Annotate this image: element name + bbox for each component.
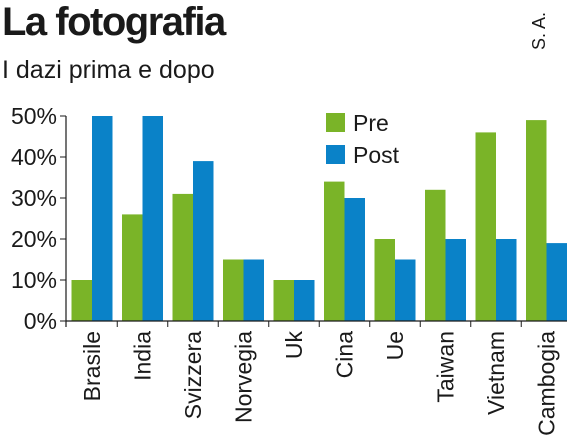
bar-pre-india: [122, 214, 143, 321]
x-tick-label: Norvegia: [231, 331, 257, 423]
legend-swatch-post: [326, 145, 345, 164]
bar-post-taiwan: [445, 239, 466, 321]
y-tick-label: 10%: [11, 267, 57, 293]
bar-post-cina: [344, 198, 365, 321]
bar-post-vietnam: [496, 239, 517, 321]
bar-pre-vietnam: [475, 132, 496, 321]
bar-post-ue: [395, 259, 416, 321]
y-tick-label: 30%: [11, 185, 57, 211]
y-tick-label: 40%: [11, 144, 57, 170]
y-tick-label: 0%: [24, 308, 57, 334]
bar-post-india: [142, 116, 163, 321]
x-tick-label: Cina: [332, 331, 358, 379]
bar-post-cambogia: [546, 243, 567, 321]
x-tick-label: Cambogia: [534, 331, 560, 436]
bar-pre-cina: [324, 181, 345, 321]
x-tick-label: Uk: [281, 331, 307, 360]
bar-post-norvegia: [243, 259, 264, 321]
bar-pre-cambogia: [526, 120, 547, 321]
legend-label-post: Post: [353, 142, 400, 168]
x-tick-label: India: [130, 331, 156, 381]
y-tick-label: 20%: [11, 226, 57, 252]
x-tick-label: Ue: [382, 331, 408, 360]
bar-pre-taiwan: [425, 189, 446, 321]
chart-title: La fotografia: [2, 0, 226, 44]
bar-pre-ue: [374, 239, 395, 321]
bar-pre-norvegia: [223, 259, 244, 321]
bar-pre-uk: [273, 280, 294, 321]
x-tick-label: Brasile: [79, 331, 105, 401]
x-tick-label: Svizzera: [180, 331, 206, 419]
bar-post-uk: [294, 280, 315, 321]
chart-subtitle: I dazi prima e dopo: [2, 56, 215, 84]
legend-label-pre: Pre: [353, 110, 389, 136]
y-tick-label: 50%: [11, 103, 57, 129]
legend-swatch-pre: [326, 113, 345, 132]
bar-pre-brasile: [71, 280, 92, 321]
x-tick-label: Vietnam: [483, 331, 509, 415]
x-tick-label: Taiwan: [433, 331, 459, 403]
bar-post-svizzera: [193, 161, 214, 321]
bar-post-brasile: [92, 116, 113, 321]
bar-pre-svizzera: [172, 193, 193, 321]
